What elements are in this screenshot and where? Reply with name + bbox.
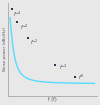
Text: $f^{-2}$: $f^{-2}$	[30, 38, 39, 47]
Text: $f^{0}$: $f^{0}$	[78, 73, 84, 82]
Text: $f^{-4}$: $f^{-4}$	[13, 9, 22, 19]
X-axis label: f (f): f (f)	[48, 97, 57, 102]
Text: $f^{-3}$: $f^{-3}$	[20, 22, 29, 32]
Text: $f^{-1}$: $f^{-1}$	[59, 63, 68, 72]
Y-axis label: Noise power (dBc/Hz): Noise power (dBc/Hz)	[3, 27, 7, 71]
